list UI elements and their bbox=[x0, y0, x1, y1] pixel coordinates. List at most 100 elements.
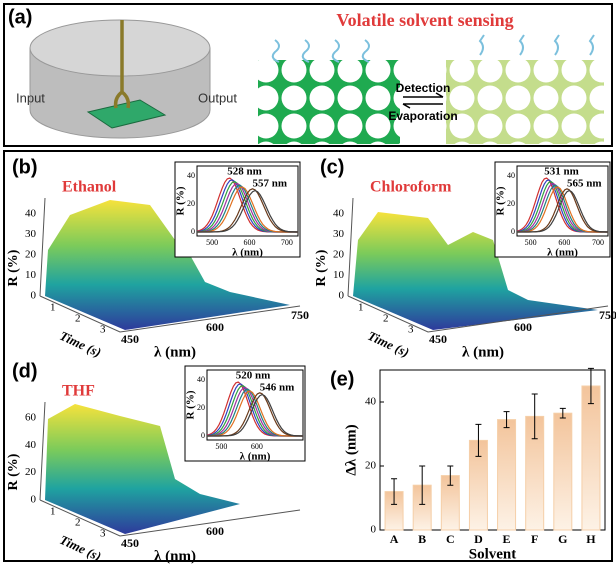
error-bar bbox=[419, 465, 426, 505]
panel-label: (b) bbox=[12, 156, 38, 178]
z-tick-label: 30 bbox=[25, 228, 37, 240]
inset-curve bbox=[197, 189, 299, 233]
time-tick-label: 3 bbox=[408, 324, 414, 336]
reversible-arrows bbox=[402, 92, 444, 109]
inset-x-tick: 600 bbox=[244, 238, 256, 247]
wl-tick-label: 750 bbox=[599, 308, 616, 322]
time-axis-title: Time (s) bbox=[57, 328, 103, 360]
x-tick-label: B bbox=[418, 532, 426, 546]
inset-x-title: λ (nm) bbox=[547, 247, 578, 259]
z-tick-label: 0 bbox=[31, 494, 37, 506]
z-tick-label: 30 bbox=[333, 228, 345, 240]
panel-label: (d) bbox=[12, 360, 38, 382]
wl-tick-label: 450 bbox=[429, 332, 447, 346]
inset-peak: 520 nm bbox=[236, 370, 271, 382]
z-tick-label: 40 bbox=[25, 208, 37, 220]
panel-a-frame bbox=[3, 3, 613, 147]
inset-x-tick: 500 bbox=[215, 442, 227, 451]
z-tick-label: 10 bbox=[333, 269, 345, 281]
wl-tick-label: 750 bbox=[291, 308, 309, 322]
axes-3d bbox=[39, 401, 301, 537]
z-tick-label: 20 bbox=[25, 466, 37, 478]
inset-x-tick: 600 bbox=[251, 442, 263, 451]
error-bar bbox=[475, 423, 482, 457]
evaporation-label: Evaporation bbox=[388, 109, 457, 123]
bar bbox=[497, 419, 517, 531]
y-tick-label: 40 bbox=[365, 396, 377, 408]
inset-plot bbox=[206, 369, 304, 441]
z-tick-label: 60 bbox=[25, 412, 37, 424]
wl-tick-label: 450 bbox=[121, 332, 139, 346]
inset-peak: 546 nm bbox=[260, 382, 295, 394]
time-tick-label: 1 bbox=[50, 506, 56, 518]
panel-label: (e) bbox=[330, 368, 354, 390]
wl-axis-title: λ (nm) bbox=[462, 344, 504, 360]
x-tick-label: C bbox=[446, 532, 455, 546]
title: Volatile solvent sensing bbox=[336, 10, 513, 30]
wl-tick-label: 600 bbox=[206, 524, 224, 538]
inset-peak: 557 nm bbox=[253, 178, 288, 190]
x-tick-label: G bbox=[558, 532, 567, 546]
inset-frame bbox=[494, 161, 611, 258]
error-bar bbox=[587, 367, 594, 405]
surface bbox=[353, 212, 598, 330]
inset-peak: 531 nm bbox=[544, 166, 579, 178]
time-tick-label: 1 bbox=[358, 302, 364, 314]
inset-plot bbox=[196, 165, 299, 237]
error-bar bbox=[447, 465, 454, 486]
z-axis-title: R (%) bbox=[6, 249, 21, 286]
inset-peak: 528 nm bbox=[227, 166, 262, 178]
inset-y-tick: 20 bbox=[187, 199, 195, 208]
inset-x-tick: 600 bbox=[558, 238, 570, 247]
solvent-label: THF bbox=[62, 383, 95, 400]
y-axis-title: Δλ (nm) bbox=[343, 424, 359, 475]
inset-y-tick: 0 bbox=[511, 227, 515, 236]
inset-x-title: λ (nm) bbox=[240, 451, 271, 463]
error-bar bbox=[559, 407, 566, 419]
wl-tick-label: 600 bbox=[514, 320, 532, 334]
inset-y-tick: 20 bbox=[197, 403, 205, 412]
error-bar bbox=[531, 393, 538, 440]
axes-3d bbox=[347, 197, 609, 333]
device bbox=[29, 19, 211, 139]
axes-3d bbox=[39, 197, 301, 333]
inset-x-tick: 500 bbox=[525, 238, 537, 247]
error-bar bbox=[503, 411, 510, 429]
panel-bottom-frame bbox=[3, 150, 613, 562]
x-tick-label: F bbox=[531, 532, 538, 546]
time-tick-label: 2 bbox=[75, 313, 81, 325]
z-axis-title: R (%) bbox=[314, 249, 329, 286]
inset-y-tick: 40 bbox=[187, 171, 195, 180]
z-tick-label: 20 bbox=[333, 249, 345, 261]
time-axis-title: Time (s) bbox=[365, 328, 411, 360]
y-tick-label: 20 bbox=[365, 460, 377, 472]
z-tick-label: 10 bbox=[25, 269, 37, 281]
solvent-label: Ethanol bbox=[62, 179, 117, 196]
time-tick-label: 1 bbox=[50, 302, 56, 314]
surface bbox=[45, 200, 290, 330]
z-tick-label: 20 bbox=[25, 249, 37, 261]
inset-y-tick: 40 bbox=[197, 375, 205, 384]
inset-frame bbox=[174, 161, 301, 258]
detection-label: Detection bbox=[396, 81, 451, 95]
inset-x-tick: 700 bbox=[281, 238, 293, 247]
surface bbox=[45, 404, 240, 534]
wl-axis-title: λ (nm) bbox=[154, 548, 196, 564]
inset-curve bbox=[517, 189, 609, 233]
z-tick-label: 0 bbox=[339, 290, 345, 302]
time-tick-label: 2 bbox=[75, 517, 81, 529]
x-tick-label: D bbox=[474, 532, 483, 546]
x-tick-label: E bbox=[503, 532, 511, 546]
output-label: Output bbox=[198, 90, 237, 105]
inset-y-tick: 20 bbox=[507, 199, 515, 208]
wl-tick-label: 600 bbox=[206, 320, 224, 334]
bar bbox=[553, 412, 573, 531]
bar bbox=[581, 385, 601, 531]
time-axis-title: Time (s) bbox=[57, 532, 103, 564]
inset-y-tick: 0 bbox=[191, 227, 195, 236]
film-after bbox=[446, 60, 604, 144]
inset-plot bbox=[516, 165, 609, 237]
inset-y-title: R (%) bbox=[175, 186, 187, 215]
z-axis-title: R (%) bbox=[6, 453, 21, 490]
